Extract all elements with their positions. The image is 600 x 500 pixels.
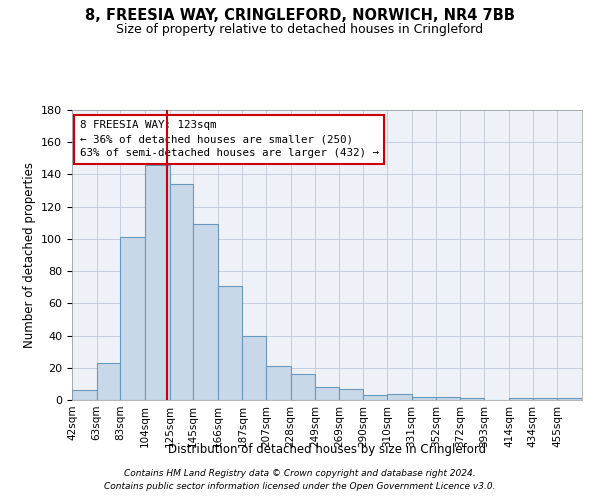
Text: Distribution of detached houses by size in Cringleford: Distribution of detached houses by size … — [168, 442, 486, 456]
Bar — [460, 398, 484, 400]
Bar — [412, 397, 436, 400]
Bar — [387, 394, 412, 400]
Bar — [436, 397, 460, 400]
Bar — [339, 388, 364, 400]
Bar — [557, 398, 582, 400]
Bar — [242, 336, 266, 400]
Text: Contains public sector information licensed under the Open Government Licence v3: Contains public sector information licen… — [104, 482, 496, 491]
Bar — [120, 238, 145, 400]
Text: 8, FREESIA WAY, CRINGLEFORD, NORWICH, NR4 7BB: 8, FREESIA WAY, CRINGLEFORD, NORWICH, NR… — [85, 8, 515, 22]
Bar — [72, 390, 97, 400]
Bar — [97, 363, 120, 400]
Y-axis label: Number of detached properties: Number of detached properties — [23, 162, 35, 348]
Text: Size of property relative to detached houses in Cringleford: Size of property relative to detached ho… — [116, 22, 484, 36]
Text: 8 FREESIA WAY: 123sqm
← 36% of detached houses are smaller (250)
63% of semi-det: 8 FREESIA WAY: 123sqm ← 36% of detached … — [80, 120, 379, 158]
Bar — [290, 374, 315, 400]
Bar — [266, 366, 290, 400]
Bar — [218, 286, 242, 400]
Bar — [170, 184, 193, 400]
Bar — [533, 398, 557, 400]
Bar — [364, 395, 387, 400]
Bar — [193, 224, 218, 400]
Bar — [145, 165, 170, 400]
Bar — [509, 398, 533, 400]
Text: Contains HM Land Registry data © Crown copyright and database right 2024.: Contains HM Land Registry data © Crown c… — [124, 468, 476, 477]
Bar — [315, 387, 339, 400]
